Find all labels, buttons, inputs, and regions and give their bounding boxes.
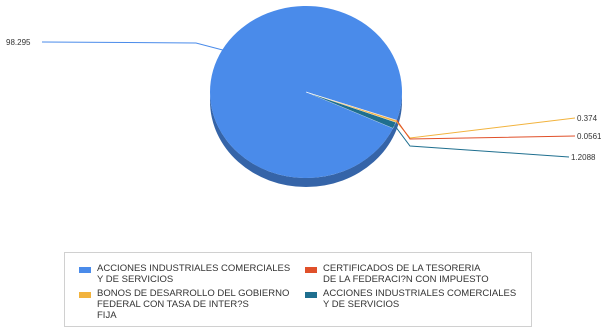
leader-line <box>41 41 228 52</box>
data-label: 0.0561 <box>577 132 601 141</box>
legend-swatch <box>79 292 91 298</box>
legend-item: BONOS DE DESARROLLO DEL GOBIERNO FEDERAL… <box>79 288 289 321</box>
data-label: 98.295 <box>6 38 31 47</box>
legend-swatch <box>79 267 91 273</box>
pie-group <box>210 5 403 187</box>
chart-legend: ACCIONES INDUSTRIALES COMERCIALES Y DE S… <box>64 252 532 327</box>
legend-label: BONOS DE DESARROLLO DEL GOBIERNO FEDERAL… <box>97 288 290 321</box>
legend-label: ACCIONES INDUSTRIALES COMERCIALES Y DE S… <box>323 288 517 310</box>
legend-label: ACCIONES INDUSTRIALES COMERCIALES Y DE S… <box>97 263 291 285</box>
legend-item: ACCIONES INDUSTRIALES COMERCIALES Y DE S… <box>79 263 290 285</box>
legend-label: CERTIFICADOS DE LA TESORERIA DE LA FEDER… <box>323 263 489 285</box>
legend-swatch <box>305 267 317 273</box>
leader-line <box>396 119 576 140</box>
data-label: 1.2088 <box>571 153 596 162</box>
data-label: 0.374 <box>577 114 598 123</box>
legend-swatch <box>305 292 317 298</box>
leader-line <box>394 124 570 158</box>
leader-line <box>395 117 576 139</box>
legend-item: CERTIFICADOS DE LA TESORERIA DE LA FEDER… <box>305 263 489 285</box>
data-labels: 98.295 0.374 0.0561 1.2088 <box>6 38 601 162</box>
pie-chart: 98.295 0.374 0.0561 1.2088 <box>6 5 601 187</box>
legend-item: ACCIONES INDUSTRIALES COMERCIALES Y DE S… <box>305 288 516 310</box>
